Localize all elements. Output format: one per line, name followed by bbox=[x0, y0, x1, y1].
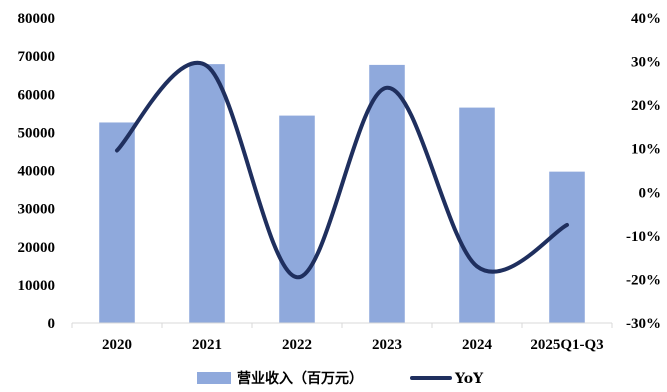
bar-2022 bbox=[279, 115, 315, 323]
left-axis-ticks: 0 10000 20000 30000 40000 50000 60000 70000 8000… bbox=[18, 11, 56, 332]
left-tick-label: 40000 bbox=[18, 164, 56, 180]
x-tick-label: 2022 bbox=[282, 337, 312, 353]
left-tick-label: 30000 bbox=[18, 202, 56, 218]
x-tick-label: 2025Q1-Q3 bbox=[530, 337, 603, 353]
right-tick-label: 0% bbox=[639, 185, 662, 201]
right-axis-ticks: -30% -20% -10% 0% 10% 20% 30% 40% bbox=[626, 11, 661, 332]
right-tick-label: -10% bbox=[626, 229, 661, 245]
left-tick-label: 0 bbox=[48, 316, 56, 332]
right-tick-label: 10% bbox=[631, 142, 661, 158]
left-tick-label: 80000 bbox=[18, 11, 56, 27]
left-tick-label: 70000 bbox=[18, 49, 56, 65]
left-tick-label: 60000 bbox=[18, 87, 56, 103]
bar-series bbox=[99, 64, 585, 324]
bar-2020 bbox=[99, 122, 135, 324]
bar-2024 bbox=[459, 107, 495, 323]
right-tick-label: -20% bbox=[626, 272, 661, 288]
left-tick-label: 50000 bbox=[18, 125, 56, 141]
right-tick-label: 20% bbox=[631, 98, 661, 114]
right-tick-label: -30% bbox=[626, 316, 661, 332]
left-tick-label: 20000 bbox=[18, 240, 56, 256]
legend-bar-swatch bbox=[197, 372, 231, 384]
x-axis-ticks: 2020 2021 2022 2023 2024 2025Q1-Q3 bbox=[71, 323, 613, 353]
x-tick-label: 2021 bbox=[192, 337, 222, 353]
right-tick-label: 30% bbox=[631, 55, 661, 71]
right-tick-label: 40% bbox=[631, 11, 661, 27]
x-tick-label: 2020 bbox=[102, 337, 132, 353]
legend-bar-label: 营业收入（百万元） bbox=[237, 370, 363, 387]
bar-2025Q1-Q3 bbox=[549, 171, 585, 323]
yoy-line bbox=[115, 60, 569, 280]
x-tick-label: 2023 bbox=[372, 337, 402, 353]
x-tick-label: 2024 bbox=[462, 337, 493, 353]
legend: 营业收入（百万元） YoY bbox=[197, 370, 484, 387]
left-tick-label: 10000 bbox=[18, 278, 56, 294]
bar-2023 bbox=[369, 64, 405, 324]
bar-2021 bbox=[189, 64, 225, 323]
legend-line-label: YoY bbox=[454, 371, 484, 387]
